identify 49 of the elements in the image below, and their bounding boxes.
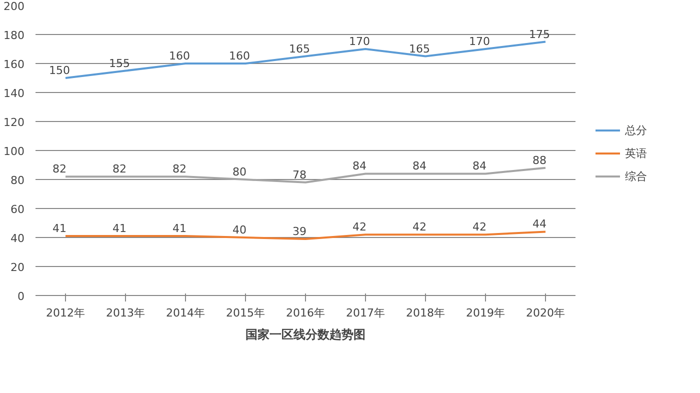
y-tick-label: 60 — [10, 203, 25, 216]
y-tick-label: 160 — [4, 58, 25, 71]
y-tick-label: 20 — [10, 261, 25, 274]
x-tick-label: 2012年 — [46, 306, 86, 320]
data-label: 41 — [112, 222, 126, 236]
x-tick-label: 2016年 — [286, 306, 326, 320]
data-label: 84 — [472, 160, 486, 173]
y-tick-label: 120 — [4, 116, 25, 129]
data-label: 44 — [532, 218, 546, 231]
data-label: 150 — [49, 64, 70, 77]
x-tick-label: 2015年 — [226, 306, 266, 320]
data-label: 170 — [349, 35, 370, 48]
legend-label: 总分 — [625, 122, 647, 138]
legend-label: 综合 — [625, 168, 647, 184]
data-label: 165 — [409, 42, 430, 56]
x-axis-title: 国家一区线分数趋势图 — [246, 328, 366, 342]
x-tick-label: 2014年 — [166, 306, 206, 320]
legend-label: 英语 — [625, 146, 647, 160]
data-label: 80 — [232, 166, 246, 178]
y-tick-label: 100 — [4, 145, 25, 158]
data-label: 42 — [412, 220, 426, 234]
x-tick-label: 2017年 — [346, 306, 386, 320]
x-tick-label: 2013年 — [106, 306, 146, 320]
data-label: 41 — [52, 222, 66, 236]
data-label: 42 — [472, 220, 486, 234]
data-label: 88 — [532, 154, 546, 167]
data-label: 84 — [352, 160, 366, 173]
data-label: 170 — [469, 35, 490, 48]
data-label: 39 — [292, 224, 306, 238]
data-label: 84 — [412, 160, 426, 173]
data-label: 82 — [52, 162, 66, 176]
y-tick-label: 0 — [18, 290, 24, 303]
x-tick-label: 2020年 — [526, 306, 566, 320]
data-label: 78 — [292, 168, 306, 182]
y-tick-label: 40 — [10, 232, 25, 245]
data-label: 160 — [229, 50, 250, 62]
data-label: 160 — [169, 50, 190, 62]
x-tick-label: 2018年 — [406, 306, 446, 320]
data-label: 165 — [289, 42, 310, 56]
data-label: 40 — [232, 224, 246, 236]
data-label: 42 — [352, 220, 366, 234]
x-tick-label: 2019年 — [466, 306, 506, 320]
y-tick-label: 140 — [4, 87, 25, 100]
y-tick-label: 180 — [4, 29, 25, 42]
data-label: 82 — [112, 162, 126, 176]
data-label: 82 — [172, 162, 186, 176]
data-label: 41 — [172, 222, 186, 236]
y-tick-label: 200 — [4, 0, 25, 13]
y-tick-label: 80 — [10, 174, 25, 187]
